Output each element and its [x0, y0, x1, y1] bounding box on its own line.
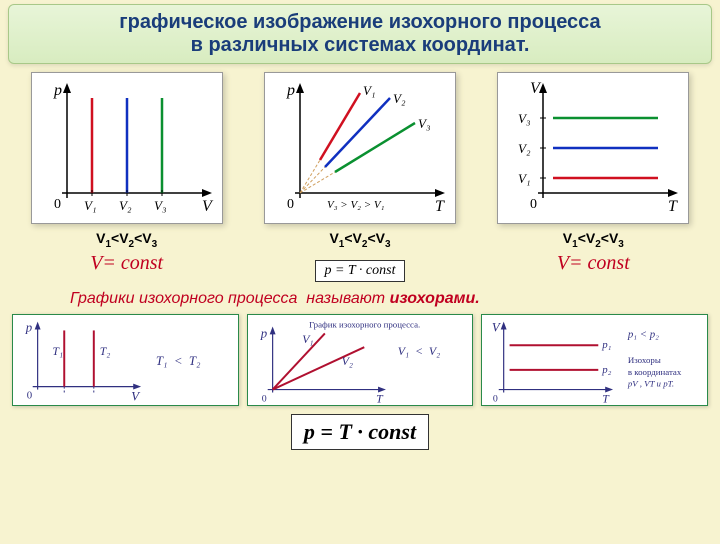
- small-chart-1: p V 0 T₁ T₂ T₁ < T₂: [12, 314, 239, 406]
- svg-text:T: T: [435, 198, 445, 215]
- svg-text:0: 0: [261, 393, 266, 404]
- svg-text:T₂: T₂: [100, 344, 111, 358]
- svg-text:V₃: V₃: [518, 111, 530, 126]
- svg-text:p: p: [286, 82, 295, 99]
- svg-text:V₁: V₁: [84, 198, 96, 213]
- svg-text:0: 0: [287, 197, 294, 212]
- svg-text:V₃: V₃: [154, 198, 166, 213]
- chart1: p V 0 V₁ V₂ V₃: [31, 72, 223, 224]
- svg-text:V₃ > V₂ > V₁: V₃ > V₂ > V₁: [327, 199, 385, 211]
- svg-text:V₃: V₃: [418, 116, 430, 131]
- big-formula: p = T · const: [291, 414, 429, 450]
- small-chart-2: График изохорного процесса. p T 0 V₁ V₂ …: [247, 314, 474, 406]
- svg-text:T: T: [668, 198, 678, 215]
- svg-text:p: p: [259, 326, 267, 340]
- svg-text:p₁: p₁: [602, 339, 612, 351]
- chart2: p T 0 V₁ V₂ V₃ V₃ > V₂ > V₁: [264, 72, 456, 224]
- chart1-caption-text: V1<V2<V3: [96, 230, 157, 246]
- formula-small: p = T · const: [315, 260, 404, 282]
- formula-small-wrap: p = T · const: [315, 260, 404, 282]
- svg-text:V₁ < V₂: V₁ < V₂: [397, 344, 439, 358]
- svg-text:p₁ < p₂: p₁ < p₂: [627, 328, 659, 340]
- subtitle: Графики изохорного процесса называют изо…: [70, 290, 720, 308]
- page-header: графическое изображение изохорного проце…: [8, 4, 712, 64]
- svg-text:График изохорного процесса.: График изохорного процесса.: [309, 319, 420, 329]
- svg-text:0: 0: [27, 389, 32, 401]
- svg-text:0: 0: [54, 197, 61, 212]
- chart1-vconst: V= const: [90, 252, 163, 275]
- big-formula-wrap: p = T · const: [0, 414, 720, 450]
- svg-text:0: 0: [530, 197, 537, 212]
- chart2-col: p T 0 V₁ V₂ V₃ V₃ > V₂ > V₁ V1<V2<V3 p =…: [264, 72, 456, 282]
- chart1-caption: V1<V2<V3: [96, 230, 157, 250]
- svg-text:V₁: V₁: [518, 171, 530, 186]
- chart3-vconst: V= const: [557, 252, 630, 275]
- svg-text:pV , VT и pT.: pV , VT и pT.: [627, 378, 674, 388]
- svg-text:Изохоры: Изохоры: [628, 355, 661, 365]
- svg-text:V₂: V₂: [518, 141, 531, 156]
- svg-text:p: p: [25, 320, 33, 334]
- chart2-caption-text: V1<V2<V3: [329, 230, 390, 246]
- svg-text:V₂: V₂: [341, 354, 352, 368]
- svg-text:p₂: p₂: [602, 364, 612, 376]
- chart3-caption: V1<V2<V3: [563, 230, 624, 250]
- svg-text:V₁: V₁: [302, 332, 313, 346]
- svg-text:T₁: T₁: [52, 344, 63, 358]
- svg-text:V₁: V₁: [363, 83, 375, 98]
- charts-row-bottom: p V 0 T₁ T₂ T₁ < T₂ График изохорного пр…: [0, 314, 720, 406]
- charts-row-top: p V 0 V₁ V₂ V₃ V1<V2<V3 V= const p T 0: [0, 72, 720, 282]
- svg-text:p: p: [53, 82, 62, 99]
- svg-text:V₂: V₂: [119, 198, 132, 213]
- chart3: V T 0 V₃ V₂ V₁: [497, 72, 689, 224]
- svg-text:в координатах: в координатах: [628, 367, 682, 377]
- header-line2: в различных системах координат.: [191, 34, 530, 56]
- header-line1: графическое изображение изохорного проце…: [119, 11, 600, 33]
- small-chart-3: V T 0 p₁ p₂ p₁ < p₂ Изохоры в координата…: [481, 314, 708, 406]
- chart2-caption: V1<V2<V3: [329, 230, 390, 250]
- chart1-col: p V 0 V₁ V₂ V₃ V1<V2<V3 V= const: [31, 72, 223, 282]
- chart3-col: V T 0 V₃ V₂ V₁ V1<V2<V3 V= const: [497, 72, 689, 282]
- chart3-caption-text: V1<V2<V3: [563, 230, 624, 246]
- subtitle-text: Графики изохорного процесса называют изо…: [70, 290, 480, 307]
- svg-text:0: 0: [493, 393, 498, 404]
- svg-text:V₂: V₂: [393, 91, 406, 106]
- svg-text:T₁ < T₂: T₁ < T₂: [156, 354, 201, 368]
